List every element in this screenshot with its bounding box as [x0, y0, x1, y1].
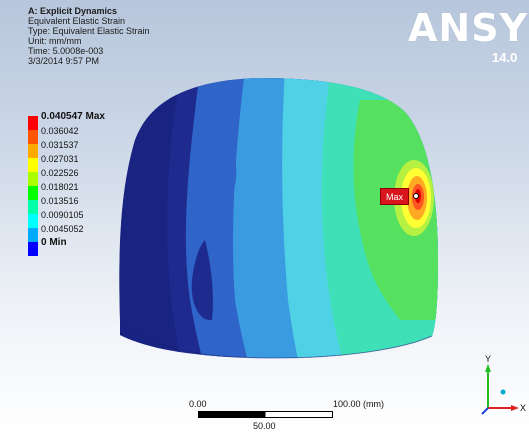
scale-mid-label: 50.00 — [253, 421, 276, 431]
result-name: Equivalent Elastic Strain — [28, 16, 126, 26]
legend-item: 0 Min — [28, 238, 138, 256]
legend-item: 0.027031 — [28, 154, 138, 172]
result-unit: Unit: mm/mm — [28, 36, 82, 46]
legend-label: 0.018021 — [41, 182, 79, 192]
legend-item: 0.040547 Max — [28, 112, 138, 130]
legend-item: 0.0090105 — [28, 210, 138, 228]
analysis-title: A: Explicit Dynamics — [28, 6, 118, 16]
legend-swatch — [28, 200, 38, 214]
legend-swatch — [28, 172, 38, 186]
result-date: 3/3/2014 9:57 PM — [28, 56, 100, 66]
legend-item: 0.018021 — [28, 182, 138, 200]
result-type: Type: Equivalent Elastic Strain — [28, 26, 150, 36]
legend-swatch — [28, 186, 38, 200]
legend-label: 0.0090105 — [41, 210, 84, 220]
legend-label: 0.036042 — [41, 126, 79, 136]
y-axis-label: Y — [485, 354, 491, 364]
legend-swatch — [28, 130, 38, 144]
legend-swatch — [28, 158, 38, 172]
result-time: Time: 5.0008e-003 — [28, 46, 104, 56]
triad-iso-dot[interactable] — [500, 389, 506, 395]
legend-label: 0.031537 — [41, 140, 79, 150]
legend-label: 0.027031 — [41, 154, 79, 164]
legend-item: 0.0045052 — [28, 224, 138, 242]
legend-label: 0.013516 — [41, 196, 79, 206]
legend-label: 0.022526 — [41, 168, 79, 178]
legend-swatch — [28, 214, 38, 228]
legend-label: 0.040547 Max — [41, 111, 105, 122]
result-info: A: Explicit Dynamics Equivalent Elastic … — [28, 6, 150, 66]
legend-swatch — [28, 228, 38, 242]
x-axis-label: X — [520, 403, 526, 413]
legend-label: 0.0045052 — [41, 224, 84, 234]
legend-swatch — [28, 144, 38, 158]
scale-left-label: 0.00 — [189, 399, 207, 409]
scale-right-label: 100.00 (mm) — [333, 399, 385, 409]
scale-bar — [198, 411, 333, 418]
legend-label: 0 Min — [41, 237, 67, 248]
max-probe-label[interactable]: Max — [380, 188, 409, 205]
legend-item: 0.013516 — [28, 196, 138, 214]
ansys-logo: ANSYS — [408, 6, 529, 50]
z-axis-arrow — [481, 407, 489, 415]
version-label: 14.0 — [492, 50, 518, 65]
legend-item: 0.036042 — [28, 126, 138, 144]
legend-item: 0.031537 — [28, 140, 138, 158]
legend-swatch — [28, 116, 38, 130]
legend-swatch — [28, 242, 38, 256]
legend-item: 0.022526 — [28, 168, 138, 186]
